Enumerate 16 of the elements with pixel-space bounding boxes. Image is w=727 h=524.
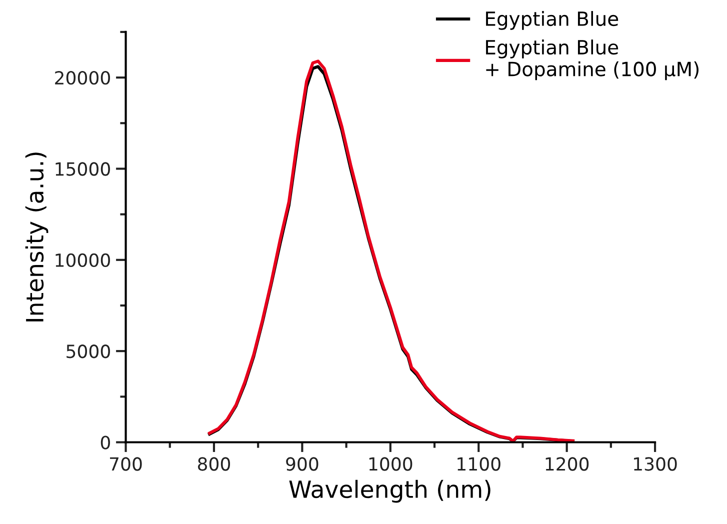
x-tick-label: 1300 [634,457,677,471]
y-tick-label: 15000 [56,162,110,176]
x-tick-label: 1200 [546,457,589,471]
legend-label: Egyptian Blue [486,11,618,30]
y-tick-label: 10000 [56,253,110,268]
legend-label: Egyptian Blue + Dopamine (100 μM) [486,40,698,80]
x-tick-label: 700 [110,457,142,471]
x-tick-label: 1100 [458,457,500,471]
y-tick-label: 5000 [66,344,110,358]
y-tick-label: 20000 [55,71,110,85]
y-tick-label: 0 [100,436,110,450]
x-tick-label: 800 [198,457,230,471]
x-axis-title: Wavelength (nm) [289,480,490,503]
x-tick-label: 900 [286,457,318,471]
x-tick-label: 1000 [369,457,412,471]
y-axis-title: Intensity (a.u.) [25,152,48,322]
